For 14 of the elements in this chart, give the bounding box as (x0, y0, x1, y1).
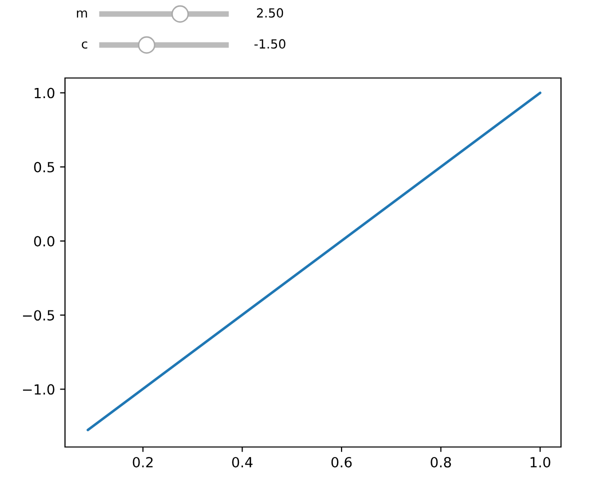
text: -1.50 (254, 39, 286, 49)
y-tick-label: 0.5 (34, 162, 54, 172)
text: m (76, 10, 87, 18)
text: 2.50 (257, 8, 284, 18)
y-tick-label: 1.0 (34, 88, 54, 98)
x-tick-label: 0.4 (232, 456, 253, 468)
x-tick-label: 1.0 (530, 456, 550, 468)
text: c (82, 41, 88, 49)
x-tick-label: 0.6 (331, 456, 352, 468)
x-tick-label: 0.2 (132, 456, 153, 468)
x-tick-label: 0.8 (430, 456, 451, 468)
y-tick-label: −1.0 (23, 384, 54, 395)
y-tick-label: −0.5 (23, 310, 54, 321)
y-tick-label: 0.0 (34, 236, 54, 246)
